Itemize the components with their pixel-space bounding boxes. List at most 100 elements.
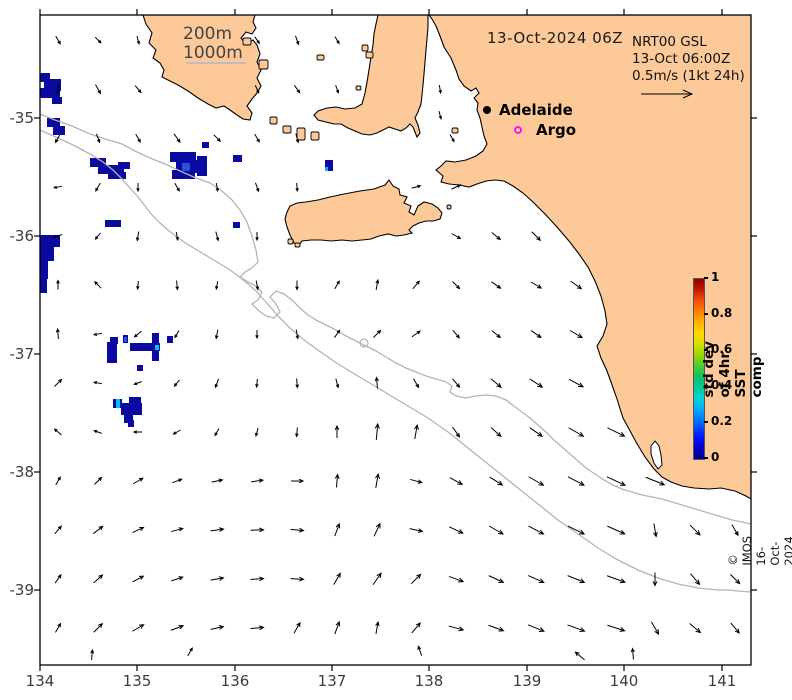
current-vector-arrow	[607, 624, 626, 632]
current-vector-arrow	[175, 280, 179, 291]
current-vector-arrow	[490, 378, 502, 388]
sst-stddev-patch	[129, 397, 141, 405]
current-vector-arrow	[334, 522, 341, 537]
current-vector-arrow	[214, 329, 219, 340]
current-vector-arrow	[295, 378, 299, 389]
current-vector-arrow	[452, 281, 461, 290]
sst-stddev-patch	[130, 343, 160, 351]
current-vector-arrow	[731, 524, 739, 537]
sst-stddev-patch	[110, 337, 118, 344]
reference-arrow	[641, 89, 694, 99]
current-vector-arrow	[607, 427, 626, 437]
current-vector-arrow	[411, 573, 422, 584]
current-vector-arrow	[55, 35, 61, 45]
islet	[287, 238, 294, 245]
current-vector-arrow	[488, 525, 504, 535]
current-vector-arrow	[132, 624, 145, 632]
current-vector-arrow	[54, 133, 61, 144]
current-vector-arrow	[171, 527, 184, 533]
x-tick-label: 141	[707, 672, 737, 690]
current-vector-arrow	[54, 573, 62, 584]
current-vector-arrow	[567, 476, 585, 486]
current-vector-arrow	[530, 330, 542, 339]
land-kangaroo-island	[284, 179, 443, 246]
current-vector-arrow	[567, 525, 586, 535]
y-tick-label: -38	[9, 463, 35, 481]
current-vector-arrow	[93, 622, 104, 633]
current-vector-arrow	[606, 476, 627, 486]
current-vector-arrow	[372, 572, 382, 586]
current-vector-arrow	[451, 233, 462, 240]
current-vector-arrow	[411, 622, 421, 634]
map-datetime-label: 13-Oct-2024 06Z	[487, 29, 624, 47]
adelaide-label: Adelaide	[499, 101, 573, 119]
current-vector-arrow	[374, 376, 379, 389]
islet	[258, 59, 269, 70]
current-vector-arrow	[92, 332, 103, 336]
current-vector-arrow	[528, 476, 545, 486]
current-vector-arrow	[53, 428, 62, 436]
current-vector-arrow	[132, 477, 144, 485]
colorbar-tick-mark	[704, 349, 708, 351]
current-vector-arrow	[132, 526, 145, 533]
current-vector-arrow	[413, 378, 420, 389]
current-vector-arrow	[567, 575, 586, 584]
current-vector-arrow	[254, 428, 259, 438]
colorbar-title: std dev of 4hr SST comp	[701, 341, 765, 398]
current-vector-arrow	[133, 330, 142, 338]
current-vector-arrow	[295, 329, 300, 340]
argo-label: Argo	[536, 121, 577, 139]
current-vector-arrow	[52, 233, 63, 239]
current-vector-arrow	[531, 231, 542, 242]
sst-stddev-patch	[47, 118, 60, 127]
y-tick-label: -35	[9, 109, 35, 127]
colorbar-tick-label: 0	[711, 450, 720, 464]
current-vector-arrow	[172, 478, 183, 484]
current-vector-arrow	[90, 648, 95, 661]
sst-stddev-patch	[121, 403, 142, 415]
islet	[269, 116, 278, 125]
current-vector-arrow	[412, 280, 420, 290]
isobath-200m-label: 200m	[183, 24, 233, 44]
islet	[310, 131, 320, 141]
current-vector-arrow	[210, 527, 225, 532]
sst-stddev-patch	[40, 73, 50, 82]
current-vector-arrow	[374, 422, 380, 441]
adelaide-marker	[483, 106, 491, 114]
land-mainland	[428, 15, 751, 500]
current-vector-arrow	[489, 476, 504, 486]
current-vector-arrow	[171, 576, 184, 582]
model-info-block: NRT00 GSL 13-Oct 06:00Z 0.5m/s (1kt 24h)	[632, 34, 745, 85]
current-vector-arrow	[527, 624, 545, 632]
current-vector-arrow	[95, 182, 101, 192]
current-vector-arrow	[295, 280, 299, 291]
current-vector-arrow	[52, 185, 63, 189]
current-vector-arrow	[570, 280, 583, 290]
current-vector-arrow	[54, 525, 62, 535]
current-vector-arrow	[645, 476, 666, 486]
current-vector-arrow	[689, 623, 702, 634]
current-vector-arrow	[373, 329, 382, 338]
map-layers	[40, 15, 751, 665]
current-vector-arrow	[93, 574, 104, 584]
current-vector-arrow	[451, 184, 462, 190]
current-vector-arrow	[452, 329, 460, 339]
sst-stddev-patch	[105, 220, 121, 227]
sst-stddev-patch	[107, 342, 117, 363]
current-vector-arrow	[574, 651, 585, 661]
current-vector-arrow	[417, 645, 423, 656]
sst-stddev-patch	[233, 222, 240, 228]
y-tick-label: -39	[9, 581, 35, 599]
current-vector-arrow	[94, 232, 101, 240]
current-vector-arrow	[438, 111, 443, 121]
current-vector-arrow	[254, 36, 260, 45]
current-vector-arrow	[294, 35, 300, 46]
sst-stddev-patch	[108, 172, 126, 179]
isobath-legend: 200m 1000m	[183, 25, 243, 63]
current-vector-arrow	[213, 134, 222, 143]
sst-stddev-patch	[98, 165, 124, 174]
current-vector-arrow	[568, 427, 585, 437]
current-vector-arrow	[411, 184, 422, 189]
current-vector-arrow	[291, 478, 305, 484]
sst-stddev-patch	[40, 88, 60, 98]
